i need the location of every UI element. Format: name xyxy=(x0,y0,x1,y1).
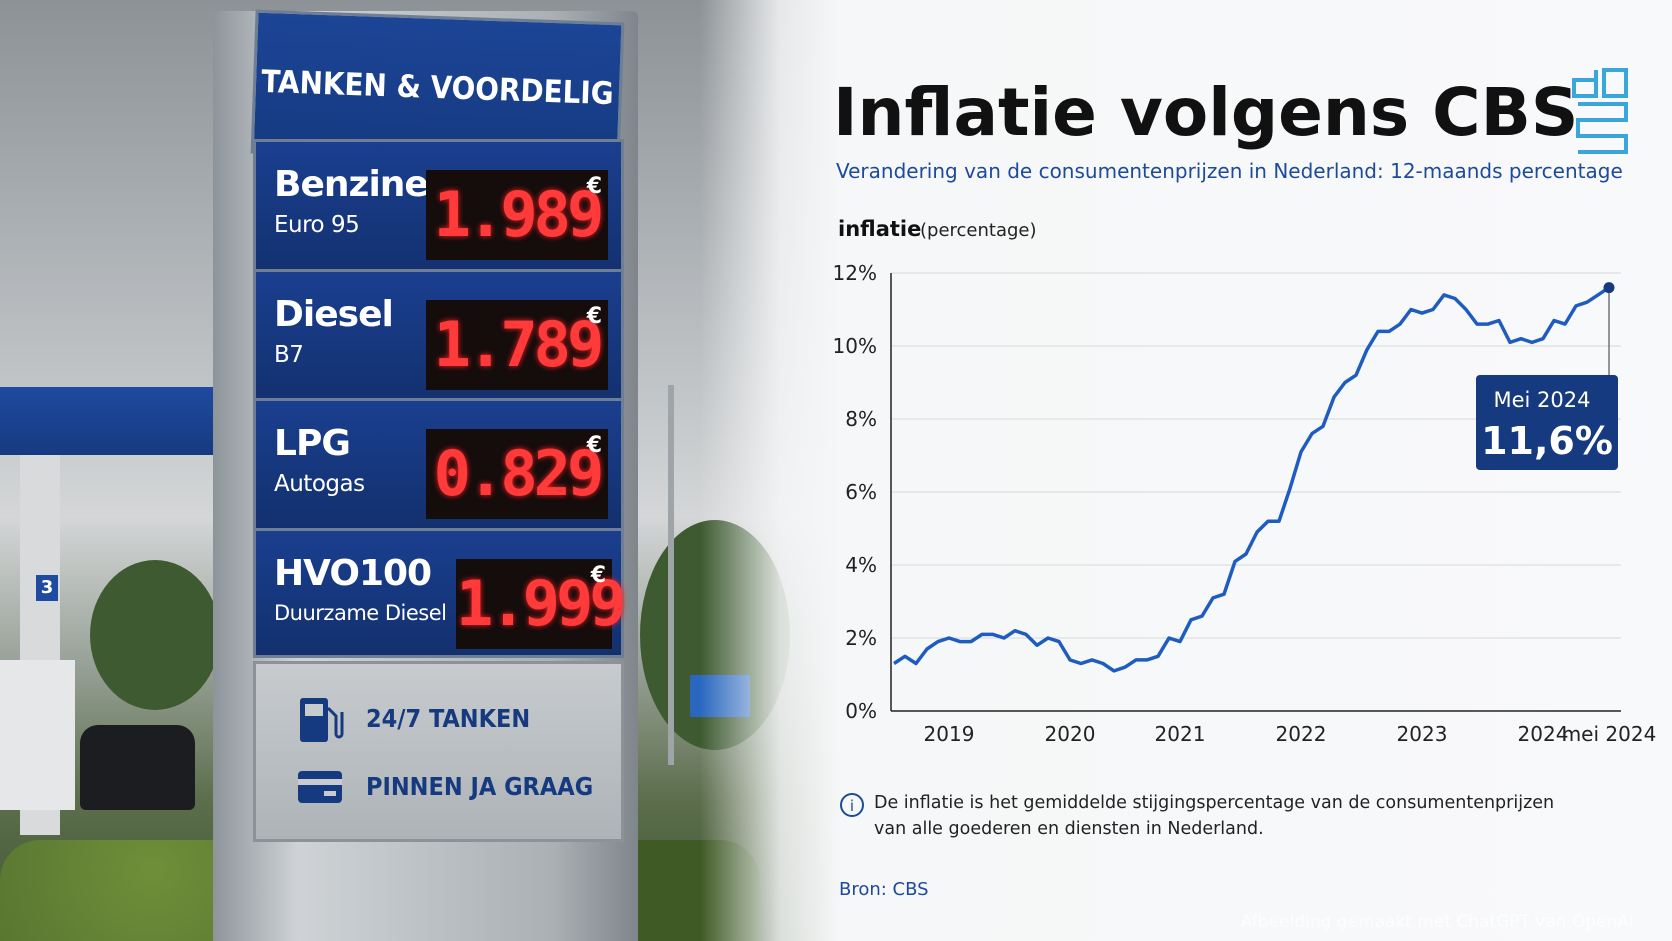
x-tick-label: 2021 xyxy=(1155,722,1206,746)
fuel-name: Diesel xyxy=(274,294,394,335)
x-tick-label: 2019 xyxy=(924,722,975,746)
price-display: 1.989 € xyxy=(426,170,608,260)
x-tick-label: 2022 xyxy=(1276,722,1327,746)
service-text: PINNEN JA GRAAG xyxy=(366,772,594,801)
y-tick-label: 10% xyxy=(833,334,877,358)
y-tick-label: 2% xyxy=(845,626,877,650)
source: Bron: CBS xyxy=(839,879,929,900)
x-tick-label: 2020 xyxy=(1045,722,1096,746)
fuel-grade: Autogas xyxy=(274,471,365,497)
car xyxy=(80,725,195,810)
price: 1.989 xyxy=(433,178,605,251)
lamp-post xyxy=(668,385,674,765)
annotation-title: Mei 2024 xyxy=(1494,388,1591,412)
x-tick-label: 2024 xyxy=(1518,722,1569,746)
svg-text:i: i xyxy=(850,797,854,815)
service-panel: 24/7 TANKEN PINNEN JA GRAAG xyxy=(253,661,624,842)
fuel-name: Benzine xyxy=(274,164,429,205)
note-line: van alle goederen en diensten in Nederla… xyxy=(874,819,1264,839)
annotation-box xyxy=(1476,375,1618,470)
annotation-value: 11,6% xyxy=(1481,419,1613,463)
price-panel: Diesel B7 1.789 € xyxy=(253,269,624,411)
price-display: 0.829 € xyxy=(426,429,608,519)
fuel-grade: Duurzame Diesel xyxy=(274,601,447,625)
price-panel: HVO100 Duurzame Diesel 1.999 € xyxy=(253,528,627,658)
price: 1.999 xyxy=(456,567,627,640)
fuel-icon xyxy=(300,698,344,742)
tree xyxy=(90,560,220,710)
currency: € xyxy=(586,174,602,199)
fuel-grade: Euro 95 xyxy=(274,212,360,238)
chart-title: Inflatie volgens CBS xyxy=(833,74,1578,151)
pump xyxy=(0,660,75,810)
chart-subtitle: Verandering van de consumentenprijzen in… xyxy=(836,159,1623,183)
price-display: 1.999 € xyxy=(456,559,627,649)
plot-area: 0% 2% 4% 6% 8% 10% 12% 2019 2020 2021 2022 2023 2024… xyxy=(833,261,1657,746)
y-tick-label: 0% xyxy=(845,699,877,723)
y-tick-label: 8% xyxy=(845,407,877,431)
y-tick-label: 12% xyxy=(833,261,877,285)
currency: € xyxy=(590,563,606,588)
y-tick-label: 6% xyxy=(845,480,877,504)
price: 0.829 xyxy=(433,437,605,510)
price-panel: LPG Autogas 0.829 € xyxy=(253,398,624,533)
x-tick-label: 2023 xyxy=(1397,722,1448,746)
watermark: Afbeelding gemaakt met ChatGPT van OpenA… xyxy=(1241,912,1634,932)
cbs-logo xyxy=(1572,68,1628,154)
price-panel: Benzine Euro 95 1.989 € xyxy=(253,139,624,287)
pump-number: 3 xyxy=(36,575,58,601)
fuel-grade: B7 xyxy=(274,342,304,368)
currency: € xyxy=(586,304,602,329)
currency: € xyxy=(586,433,602,458)
line xyxy=(893,286,1610,673)
y-tick-label: 4% xyxy=(845,553,877,577)
price: 1.789 xyxy=(433,308,605,381)
note-line: De inflatie is het gemiddelde stijgingsp… xyxy=(874,793,1554,813)
info-icon: i xyxy=(840,793,864,817)
end-point xyxy=(1603,282,1615,294)
y-axis-label-note: (percentage) xyxy=(920,220,1037,241)
y-axis-label: inflatie xyxy=(838,217,921,241)
service-text: 24/7 TANKEN xyxy=(366,704,531,733)
price-display: 1.789 € xyxy=(426,300,608,390)
card-icon xyxy=(298,771,342,803)
fuel-name: LPG xyxy=(274,423,351,464)
canopy xyxy=(0,387,215,455)
fuel-name: HVO100 xyxy=(274,553,432,594)
fade-overlay xyxy=(700,0,1672,941)
x-tick-label: mei 2024 xyxy=(1562,722,1657,746)
